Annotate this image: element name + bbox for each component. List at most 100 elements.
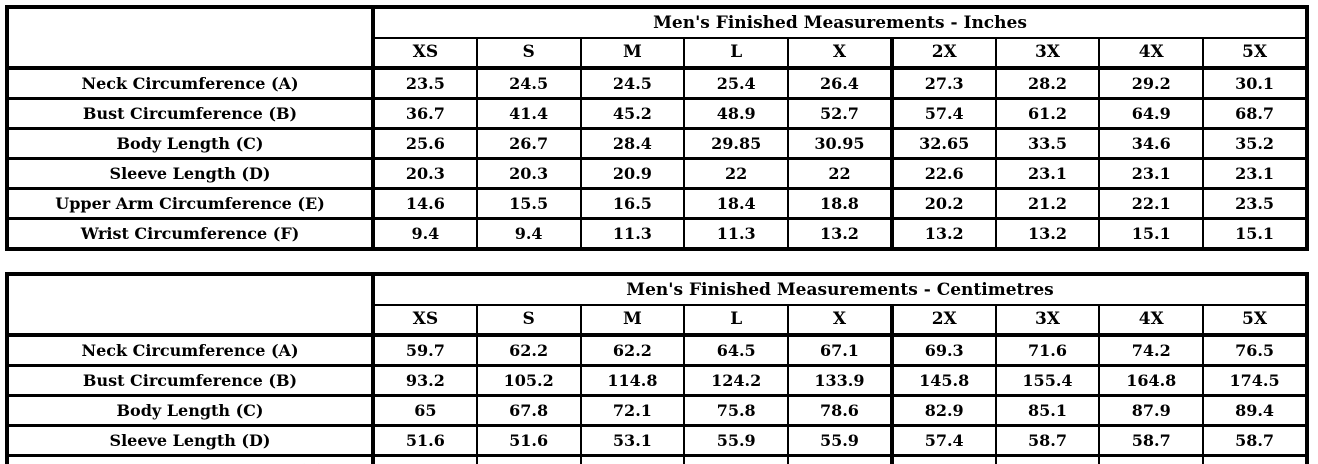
corner-empty-cell <box>6 272 375 337</box>
cell-value: 13.2 <box>787 217 893 251</box>
cell-value: 61.2 <box>994 97 1101 130</box>
table-title-centimetres: Men's Finished Measurements - Centimetre… <box>372 272 1308 306</box>
cell-value: 85.1 <box>994 394 1101 427</box>
row-label: Upper Arm Circumference (E) <box>6 187 375 220</box>
size-header-l: L <box>683 304 790 337</box>
table-row: Sleeve Length (D) 51.6 51.6 53.1 55.9 55… <box>6 424 1308 457</box>
cell-value: 22.1 <box>1098 187 1205 220</box>
cell-value: 82.9 <box>889 394 997 427</box>
cell-value: 155.4 <box>994 364 1101 397</box>
cell-value: 15.5 <box>475 187 582 220</box>
cell-value: 23.1 <box>1202 157 1308 190</box>
cell-value: 47.8 <box>787 454 893 464</box>
cell-value: 124.2 <box>683 364 790 397</box>
cell-value: 22 <box>683 157 790 190</box>
cell-value: 26.7 <box>475 127 582 160</box>
cell-value: 62.2 <box>579 333 686 367</box>
cell-value: 58.7 <box>994 424 1101 457</box>
table-row: Neck Circumference (A) 23.5 24.5 24.5 25… <box>6 66 1308 100</box>
measurements-table-inches: Men's Finished Measurements - Inches XS … <box>5 5 1309 251</box>
cell-value: 15.1 <box>1202 217 1308 251</box>
cell-value: 23.1 <box>994 157 1101 190</box>
cell-value: 114.8 <box>579 364 686 397</box>
cell-value: 30.95 <box>787 127 893 160</box>
cell-value: 45.2 <box>579 97 686 130</box>
cell-value: 32.65 <box>889 127 997 160</box>
cell-value: 78.6 <box>787 394 893 427</box>
cell-value: 59.7 <box>372 333 478 367</box>
cell-value: 20.9 <box>579 157 686 190</box>
cell-value: 28.4 <box>579 127 686 160</box>
row-label: Upper Arm Circumference (E) <box>6 454 375 464</box>
cell-value: 62.2 <box>475 333 582 367</box>
cell-value: 20.2 <box>889 187 997 220</box>
table-row: Upper Arm Circumference (E) 37.1 39.4 41… <box>6 454 1308 464</box>
cell-value: 13.2 <box>889 217 997 251</box>
title-row: Men's Finished Measurements - Centimetre… <box>6 272 1308 337</box>
cell-value: 64.5 <box>683 333 790 367</box>
row-label: Sleeve Length (D) <box>6 157 375 190</box>
size-header-xs: XS <box>372 37 478 70</box>
cell-value: 22 <box>787 157 893 190</box>
cell-value: 67.1 <box>787 333 893 367</box>
row-label: Neck Circumference (A) <box>6 66 375 100</box>
cell-value: 23.5 <box>372 66 478 100</box>
cell-value: 58.7 <box>1202 424 1308 457</box>
cell-value: 18.8 <box>787 187 893 220</box>
table-row: Bust Circumference (B) 93.2 105.2 114.8 … <box>6 364 1308 397</box>
cell-value: 24.5 <box>579 66 686 100</box>
cell-value: 29.85 <box>683 127 790 160</box>
size-header-2x: 2X <box>889 304 997 337</box>
cell-value: 51.3 <box>889 454 997 464</box>
cell-value: 145.8 <box>889 364 997 397</box>
cell-value: 67.8 <box>475 394 582 427</box>
table-row: Sleeve Length (D) 20.3 20.3 20.9 22 22 2… <box>6 157 1308 190</box>
corner-empty-cell <box>6 5 375 70</box>
cell-value: 35.2 <box>1202 127 1308 160</box>
size-header-4x: 4X <box>1098 37 1205 70</box>
table-title-inches: Men's Finished Measurements - Inches <box>372 5 1308 39</box>
size-header-xs: XS <box>372 304 478 337</box>
cell-value: 22.6 <box>889 157 997 190</box>
table-row: Upper Arm Circumference (E) 14.6 15.5 16… <box>6 187 1308 220</box>
cell-value: 68.7 <box>1202 97 1308 130</box>
cell-value: 30.1 <box>1202 66 1308 100</box>
cell-value: 69.3 <box>889 333 997 367</box>
table-row: Bust Circumference (B) 36.7 41.4 45.2 48… <box>6 97 1308 130</box>
cell-value: 74.2 <box>1098 333 1205 367</box>
cell-value: 23.5 <box>1202 187 1308 220</box>
size-header-row: XS S M L X 2X 3X 4X 5X <box>7 37 1308 70</box>
cell-value: 51.6 <box>372 424 478 457</box>
cell-value: 13.2 <box>994 217 1101 251</box>
cell-value: 20.3 <box>372 157 478 190</box>
cell-value: 37.1 <box>372 454 478 464</box>
cell-value: 57.4 <box>889 424 997 457</box>
cell-value: 52.7 <box>787 97 893 130</box>
title-row: Men's Finished Measurements - Inches <box>6 5 1308 70</box>
cell-value: 76.5 <box>1202 333 1308 367</box>
cell-value: 41.9 <box>579 454 686 464</box>
row-label: Bust Circumference (B) <box>6 97 375 130</box>
cell-value: 33.5 <box>994 127 1101 160</box>
cell-value: 9.4 <box>372 217 478 251</box>
cell-value: 39.4 <box>475 454 582 464</box>
cell-value: 34.6 <box>1098 127 1205 160</box>
cell-value: 18.4 <box>683 187 790 220</box>
cell-value: 58.7 <box>1098 424 1205 457</box>
size-header-s: S <box>475 37 582 70</box>
size-header-l: L <box>683 37 790 70</box>
cell-value: 26.4 <box>787 66 893 100</box>
size-header-3x: 3X <box>994 37 1101 70</box>
cell-value: 164.8 <box>1098 364 1205 397</box>
row-label: Sleeve Length (D) <box>6 424 375 457</box>
cell-value: 15.1 <box>1098 217 1205 251</box>
cell-value: 46.7 <box>683 454 790 464</box>
cell-value: 133.9 <box>787 364 893 397</box>
size-header-x: X <box>787 304 893 337</box>
cell-value: 25.6 <box>372 127 478 160</box>
cell-value: 59.7 <box>1202 454 1308 464</box>
size-header-m: M <box>579 304 686 337</box>
row-label: Bust Circumference (B) <box>6 364 375 397</box>
size-header-5x: 5X <box>1202 304 1308 337</box>
